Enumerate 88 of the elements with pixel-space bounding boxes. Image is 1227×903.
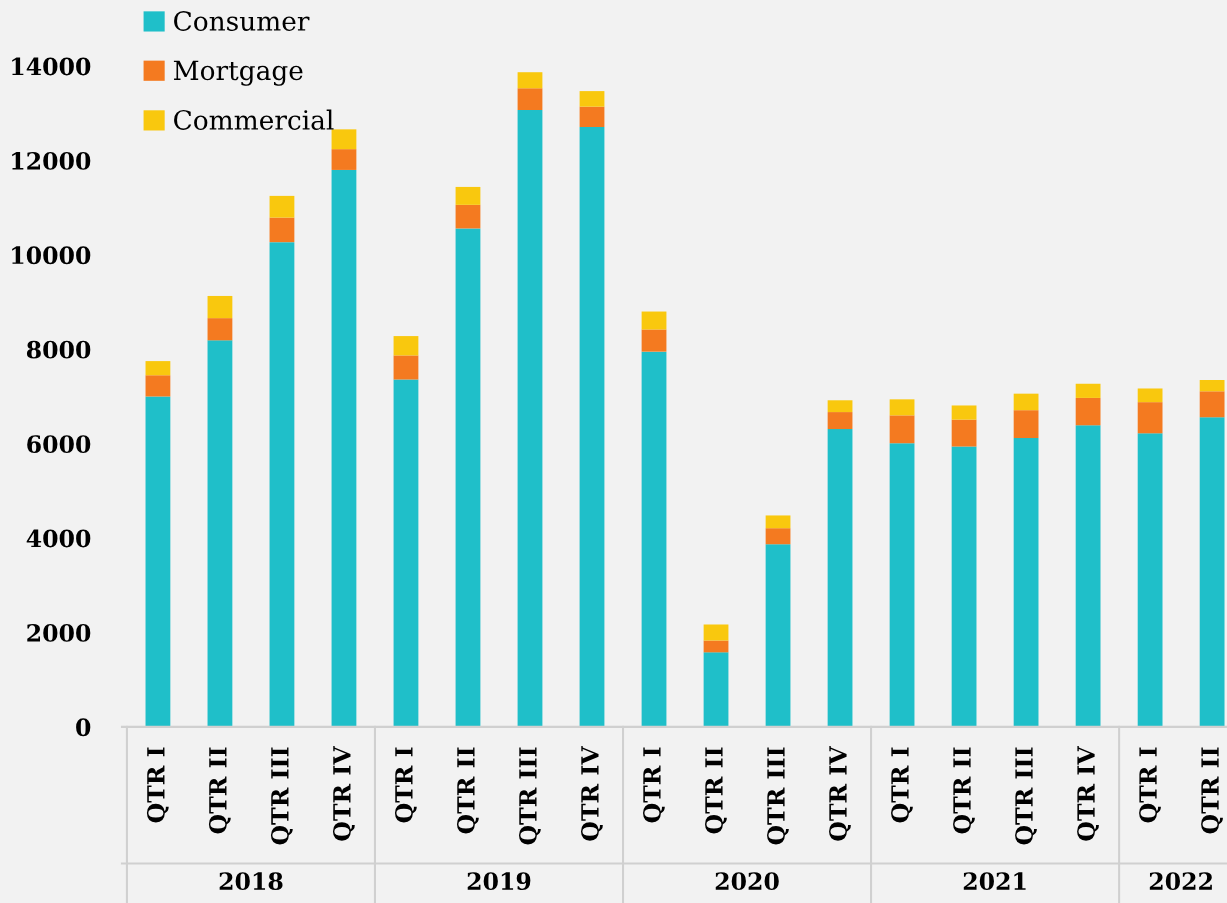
- x-tick-label: QTR I: [146, 747, 169, 823]
- x-tick-label: QTR II: [705, 747, 727, 834]
- bar: [703, 624, 729, 641]
- bar: [517, 72, 543, 89]
- text: 2018: [219, 872, 283, 891]
- bar: [1199, 417, 1225, 727]
- bar: [331, 149, 357, 170]
- x-tick-label: QTR IV: [332, 746, 355, 841]
- bar: [1199, 391, 1225, 418]
- bar: [951, 405, 977, 420]
- x-tick-label: QTR IV: [1077, 746, 1099, 841]
- bar: [393, 379, 419, 727]
- x-tick-label: QTR III: [1015, 747, 1037, 845]
- bar: [827, 412, 853, 430]
- bar: [579, 126, 605, 727]
- bar: [827, 429, 853, 727]
- bar: [145, 396, 171, 727]
- bar: [765, 515, 791, 529]
- text: 2020: [715, 872, 779, 891]
- bar: [1075, 383, 1101, 398]
- bar: [1137, 433, 1163, 727]
- x-tick-label: QTR IV: [581, 746, 603, 841]
- bar: [579, 106, 605, 127]
- x-tick-label: QTR II: [1201, 747, 1223, 834]
- text: 2021: [963, 872, 1026, 891]
- y-tick-label: 4000: [26, 529, 91, 548]
- x-tick-label: QTR II: [456, 747, 479, 834]
- text: 2022: [1149, 872, 1212, 891]
- bar: [331, 129, 357, 150]
- bar: [207, 340, 233, 727]
- bar: [1013, 393, 1039, 411]
- bar: [269, 217, 295, 243]
- x-tick-label: QTR I: [394, 747, 417, 823]
- bar: [827, 400, 853, 413]
- bar: [269, 195, 295, 218]
- bar: [455, 228, 481, 727]
- y-tick-label: 12000: [12, 151, 91, 170]
- x-tick-label: QTR I: [1139, 747, 1161, 823]
- bar: [1199, 379, 1225, 392]
- y-tick-label: 0: [76, 718, 91, 737]
- bar: [393, 355, 419, 380]
- bar: [207, 295, 233, 319]
- bar: [889, 415, 915, 444]
- bar: [765, 544, 791, 727]
- bar: [331, 169, 357, 727]
- bar: [517, 88, 543, 110]
- bar: [951, 419, 977, 447]
- bar: [517, 109, 543, 727]
- bar: [889, 399, 915, 416]
- y-tick-label: 8000: [26, 340, 91, 359]
- y-tick-label: 6000: [27, 435, 91, 454]
- bar: [703, 640, 729, 653]
- bar: [1137, 402, 1163, 434]
- x-tick-label: QTR I: [643, 747, 665, 823]
- text: 2019: [467, 872, 531, 891]
- bar: [641, 311, 667, 330]
- y-tick-label: 2000: [27, 623, 91, 642]
- bar: [393, 336, 419, 356]
- bar: [703, 652, 729, 727]
- bar: [1137, 388, 1163, 403]
- bar: [765, 528, 791, 545]
- bar: [951, 446, 977, 727]
- legend-label: Commercial: [174, 109, 334, 130]
- bar: [579, 91, 605, 107]
- x-tick-label: QTR IV: [829, 746, 851, 841]
- y-tick-label: 10000: [12, 246, 91, 265]
- y-tick-label: 14000: [12, 57, 91, 76]
- bar: [641, 351, 667, 727]
- x-tick-label: QTR II: [208, 747, 231, 834]
- bar: [145, 375, 171, 397]
- bar: [1013, 438, 1039, 727]
- bar: [1075, 425, 1101, 727]
- bar: [145, 361, 171, 376]
- bar: [889, 443, 915, 727]
- bar: [455, 204, 481, 229]
- legend-label: Mortgage: [173, 60, 303, 86]
- x-tick-label: QTR III: [767, 747, 789, 845]
- bar: [641, 329, 667, 352]
- bar: [455, 186, 481, 205]
- bar: [1013, 410, 1039, 439]
- bar: [207, 318, 233, 341]
- x-tick-label: QTR II: [953, 747, 975, 834]
- bar: [1075, 397, 1101, 426]
- legend-label: Consumer: [174, 11, 310, 31]
- x-tick-label: QTR III: [518, 747, 541, 845]
- x-tick-label: QTR I: [891, 747, 913, 823]
- bar: [269, 242, 295, 727]
- x-tick-label: QTR III: [270, 747, 293, 845]
